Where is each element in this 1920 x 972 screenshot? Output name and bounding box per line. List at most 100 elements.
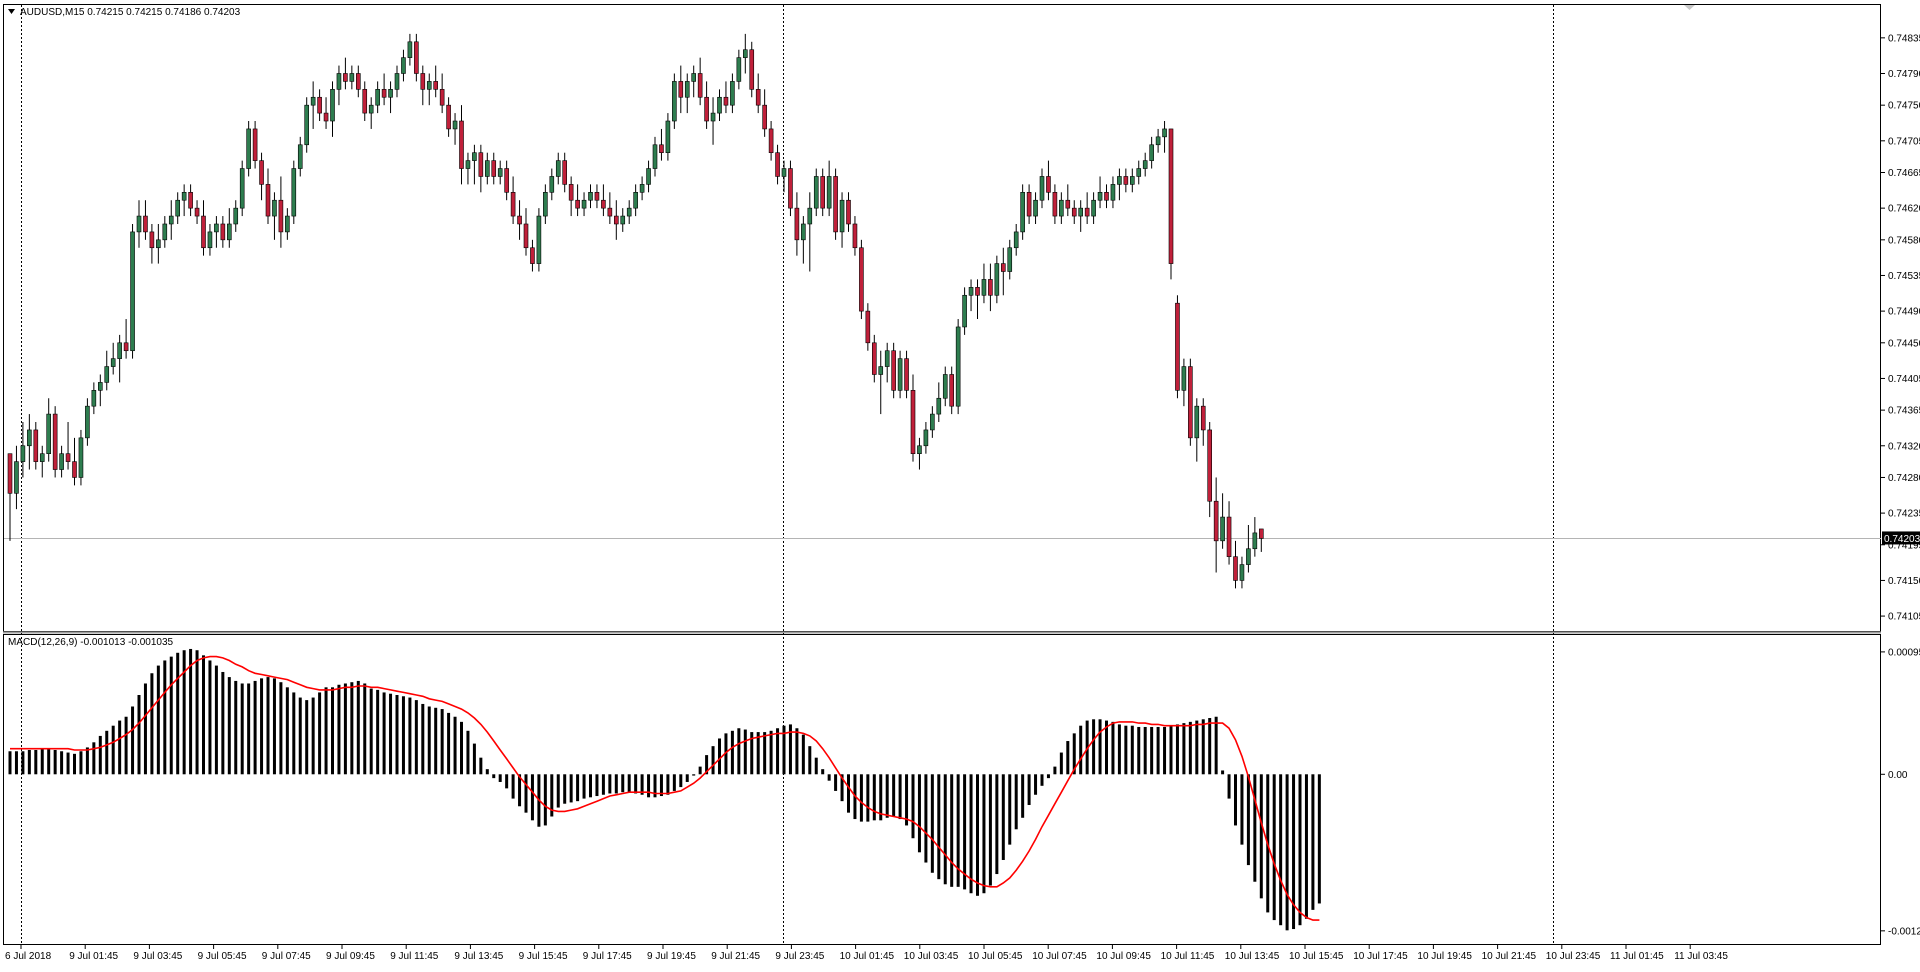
candle-body-bear: [1026, 192, 1032, 217]
macd-bar: [118, 720, 122, 775]
candle: [955, 319, 961, 415]
macd-bar: [634, 774, 638, 794]
candle-body-bear: [33, 429, 39, 462]
candle: [1252, 517, 1258, 557]
macd-bar: [421, 703, 425, 775]
macd-bar: [711, 746, 715, 775]
macd-bar: [511, 774, 515, 799]
candle-body-bull: [1142, 160, 1148, 169]
macd-bar: [1175, 724, 1179, 775]
candle: [859, 239, 864, 320]
candle: [962, 287, 967, 335]
candle-body-bear: [723, 96, 729, 106]
candle: [420, 65, 426, 106]
macd-bar: [834, 774, 838, 791]
candle-body-bear: [1233, 556, 1238, 581]
price-tick-label: 0.74235: [1888, 509, 1920, 520]
price-tick-label: 0.74705: [1888, 136, 1920, 147]
macd-bar: [621, 774, 625, 793]
candle: [426, 73, 432, 106]
candle-body-bear: [317, 96, 322, 114]
candle: [846, 192, 851, 232]
macd-bar: [801, 734, 805, 775]
macd-bar: [111, 725, 115, 775]
candle-body-bull: [536, 215, 542, 264]
candle: [762, 89, 767, 137]
macd-bar: [524, 774, 528, 813]
candle-body-bear: [749, 49, 755, 90]
candle-body-bull: [1013, 231, 1019, 249]
macd-bar: [937, 774, 941, 880]
macd-bar: [963, 774, 967, 890]
candle-body-bull: [672, 81, 677, 122]
candle: [1155, 128, 1161, 153]
candle-body-bull: [968, 287, 974, 296]
candle-body-bull: [452, 120, 458, 130]
macd-bar: [730, 730, 734, 775]
price-tick-label: 0.74365: [1888, 406, 1920, 417]
macd-bar: [73, 753, 76, 775]
macd-bar: [1182, 723, 1186, 775]
candle: [162, 216, 168, 248]
macd-bar: [1079, 725, 1083, 775]
candle-body-bull: [626, 207, 632, 217]
macd-bar: [885, 774, 889, 818]
candle-body-bull: [994, 263, 1000, 296]
triangle-down-icon[interactable]: [8, 9, 15, 14]
candles: [7, 33, 1264, 589]
candle-body-bull: [85, 405, 90, 439]
candle-body-bear: [478, 152, 484, 177]
candle: [1052, 184, 1058, 224]
candle: [368, 97, 374, 129]
candle: [130, 223, 135, 359]
candle-body-bull: [691, 73, 697, 82]
candle-body-bull: [1033, 199, 1038, 217]
candle-body-bear: [194, 207, 200, 217]
price-tick-label: 0.74535: [1888, 271, 1920, 282]
candle: [1246, 524, 1251, 573]
candle: [39, 445, 45, 478]
candle: [1020, 184, 1025, 240]
candle-body-bear: [601, 199, 606, 209]
macd-bar: [1292, 774, 1296, 930]
candle: [504, 160, 509, 201]
time-tick-label: 9 Jul 01:45: [69, 951, 118, 962]
candle: [239, 160, 245, 217]
candle-body-bear: [446, 104, 451, 130]
candle-body-bear: [613, 215, 619, 225]
candle-body-bear: [846, 199, 851, 225]
macd-axis: 0.000957 0.00 -0.001224: [1881, 647, 1920, 937]
candle-body-bull: [936, 397, 942, 415]
candle-body-bear: [568, 184, 574, 201]
macd-bar: [1053, 766, 1057, 775]
candle-body-bull: [1252, 532, 1258, 550]
macd-bar: [1130, 725, 1134, 775]
candle: [143, 200, 148, 240]
candle-body-bull: [962, 294, 967, 328]
macd-bar: [1214, 716, 1218, 775]
macd-bar: [337, 684, 341, 775]
shift-marker-icon[interactable]: [1684, 5, 1695, 10]
macd-bar: [447, 712, 451, 775]
candle: [1130, 168, 1135, 193]
candle-body-bear: [1259, 528, 1264, 539]
candle: [923, 422, 929, 454]
candle: [1046, 160, 1051, 201]
time-tick-label: 11 Jul 03:45: [1674, 951, 1728, 962]
candle-body-bear: [852, 223, 858, 249]
candle-body-bull: [156, 239, 161, 249]
macd-bar: [795, 728, 799, 775]
candle: [1220, 493, 1225, 549]
macd-bar: [124, 716, 128, 775]
macd-bar: [737, 728, 741, 775]
candle: [568, 176, 574, 217]
candle-body-bull: [1149, 144, 1154, 161]
macd-bar: [1195, 720, 1199, 775]
candle: [136, 200, 142, 248]
candle: [1149, 136, 1154, 169]
macd-bar: [460, 721, 463, 775]
candle: [317, 89, 322, 122]
candle-body-bull: [110, 358, 116, 367]
macd-bar: [1150, 726, 1154, 775]
